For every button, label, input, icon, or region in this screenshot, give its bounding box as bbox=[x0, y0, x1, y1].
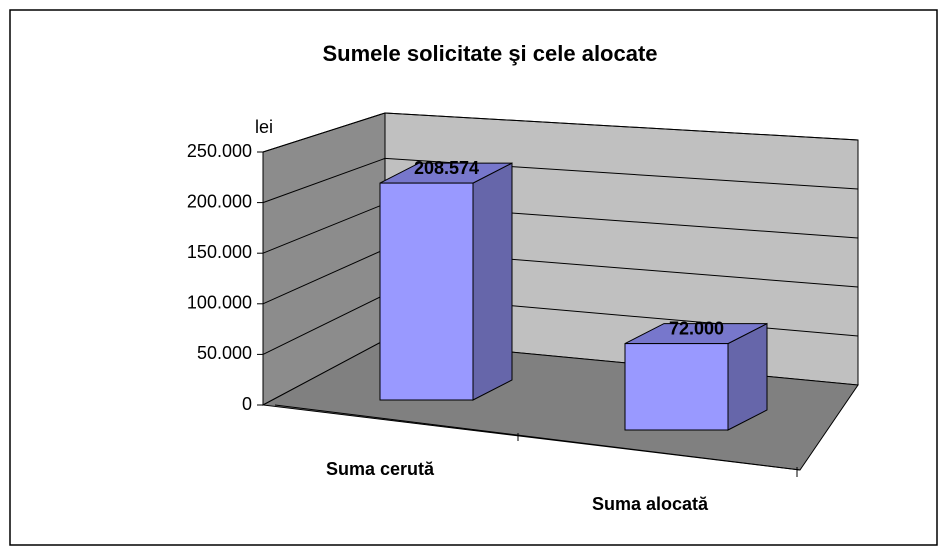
grid-line bbox=[262, 248, 386, 305]
value-label: 72.000 bbox=[669, 318, 724, 338]
grid-line bbox=[384, 112, 859, 141]
chart-title: Sumele solicitate şi cele alocate bbox=[322, 41, 657, 66]
y-tick-label: 200.000 bbox=[187, 191, 252, 211]
y-tick-label: 250.000 bbox=[187, 141, 252, 161]
y-tick-label: 0 bbox=[242, 394, 252, 414]
x-tick-label: Suma alocată bbox=[592, 494, 709, 514]
grid-line bbox=[262, 157, 386, 204]
y-tick-label: 150.000 bbox=[187, 242, 252, 262]
y-axis-label: lei bbox=[255, 117, 273, 137]
grid-line bbox=[262, 294, 386, 355]
x-tick-label: Suma cerută bbox=[326, 459, 435, 479]
grid-line bbox=[262, 203, 386, 254]
bar-side bbox=[472, 162, 513, 401]
value-label: 208.574 bbox=[414, 158, 479, 178]
y-tick-label: 50.000 bbox=[197, 343, 252, 363]
x-axis bbox=[274, 404, 801, 471]
y-tick-label: 100.000 bbox=[187, 293, 252, 313]
grid-line bbox=[262, 112, 386, 153]
bar bbox=[379, 182, 474, 401]
bar bbox=[624, 343, 729, 431]
